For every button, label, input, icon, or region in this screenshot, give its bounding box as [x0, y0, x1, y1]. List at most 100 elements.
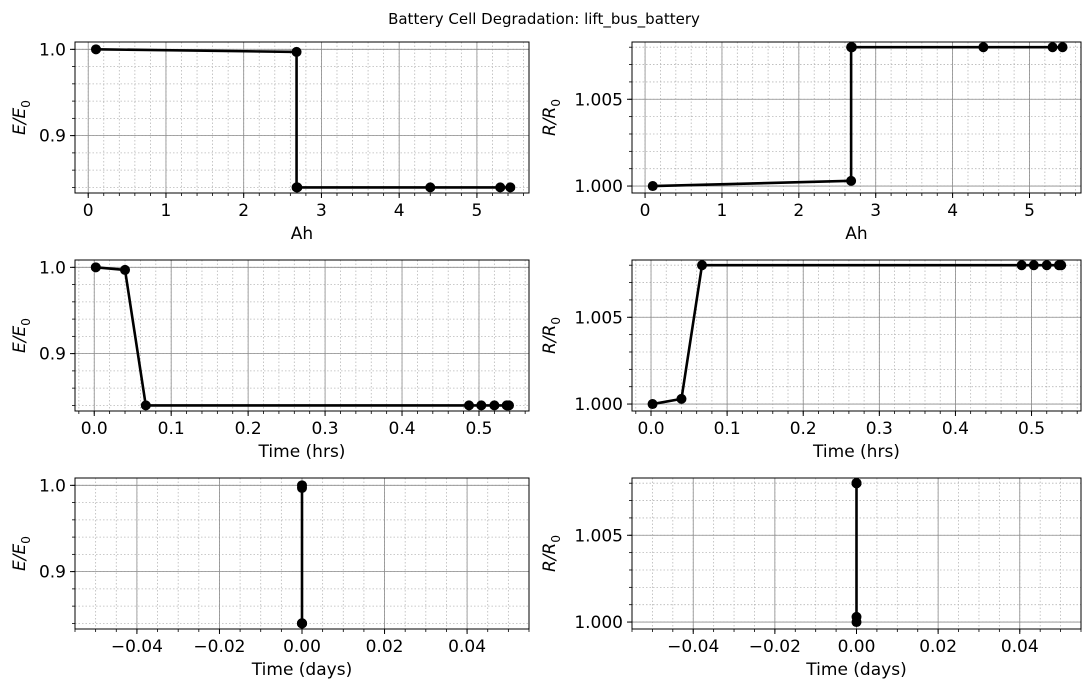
y-tick-label: 1.0 [39, 258, 66, 278]
x-tick-label: 5 [472, 201, 483, 221]
data-point [297, 482, 307, 493]
data-point [495, 182, 506, 193]
y-tick-label: 1.0 [39, 476, 66, 496]
data-point [676, 393, 687, 404]
x-tick-label: 0.00 [283, 637, 321, 657]
x-tick-label: 3 [870, 201, 881, 221]
data-point [297, 618, 307, 629]
y-tick-label: 1.000 [574, 177, 623, 197]
data-point [1028, 260, 1039, 271]
y-tick-label: 0.9 [39, 345, 66, 365]
x-tick-label: 0.1 [714, 419, 741, 439]
data-point [90, 44, 101, 55]
x-axis-label: Time (hrs) [258, 442, 346, 462]
axes-frame [74, 41, 530, 194]
x-tick-label: 0.1 [158, 419, 185, 439]
data-point [505, 182, 516, 193]
subplot-row2-right: 0.0 0.1 0.2 0.3 0.4 0.5 1.000 1.005 Time (hrs) R/… [540, 259, 1082, 462]
x-tick-label: 0.04 [1001, 637, 1039, 657]
x-tick-label: 0.2 [790, 419, 817, 439]
data-point [503, 400, 514, 411]
y-axis-label: R/R0 [540, 99, 563, 136]
data-point [1041, 260, 1052, 271]
data-point [1057, 42, 1068, 53]
y-tick-label: 1.005 [574, 526, 623, 546]
data-point [489, 400, 500, 411]
axes-frame [74, 259, 530, 412]
y-tick-label: 1.000 [574, 613, 623, 633]
x-tick-label: 0.0 [81, 419, 108, 439]
y-axis-label: R/R0 [540, 317, 563, 354]
y-axis-label: R/R0 [540, 535, 563, 572]
x-tick-label: 0.5 [465, 419, 492, 439]
data-point [846, 42, 857, 53]
data-point [1016, 260, 1027, 271]
data-point [292, 182, 303, 193]
x-tick-label: 0.4 [942, 419, 969, 439]
x-tick-label: 0.3 [866, 419, 893, 439]
data-point [697, 260, 708, 271]
data-point [647, 181, 658, 192]
subplot-row3-left: −0.04 −0.02 0.00 0.02 0.04 0.9 1.0 Time (days) E… [10, 476, 530, 680]
x-tick-label: 0.2 [235, 419, 262, 439]
data-point [463, 400, 474, 411]
axes-frame [631, 259, 1082, 412]
x-axis-label: Time (days) [805, 660, 906, 680]
data-point [291, 46, 302, 57]
x-tick-label: −0.04 [111, 637, 163, 657]
x-tick-label: 2 [238, 201, 249, 221]
subplot-grid: 0 1 2 3 4 5 0.9 1.0 Ah E/E0 0 1 2 3 4 5 1.000 1.005 Ah R/R0… [10, 40, 1082, 680]
subplot-row2-left: 0.0 0.1 0.2 0.3 0.4 0.5 0.9 1.0 Time (hrs) E/E0 [10, 258, 530, 462]
data-point [90, 262, 101, 273]
axes-frame [631, 477, 1082, 630]
x-axis-label: Time (days) [251, 660, 352, 680]
figure-title: Battery Cell Degradation: lift_bus_batte… [388, 10, 700, 29]
x-tick-label: 1 [161, 201, 172, 221]
y-tick-label: 1.0 [39, 40, 66, 60]
subplot-row1-right: 0 1 2 3 4 5 1.000 1.005 Ah R/R0 [540, 41, 1082, 244]
x-tick-label: 0.02 [919, 637, 957, 657]
data-point [1056, 260, 1067, 271]
y-tick-label: 0.9 [39, 127, 66, 147]
x-tick-label: 5 [1024, 201, 1035, 221]
axes-frame [631, 41, 1082, 194]
x-tick-label: 0 [640, 201, 651, 221]
data-point [476, 400, 487, 411]
y-tick-label: 0.9 [39, 563, 66, 583]
x-tick-label: 0.5 [1018, 419, 1045, 439]
subplot-row3-right: −0.04 −0.02 0.00 0.02 0.04 1.000 1.005 Time (da… [540, 477, 1082, 680]
subplot-row1-left: 0 1 2 3 4 5 0.9 1.0 Ah E/E0 [10, 40, 530, 244]
data-point [851, 478, 862, 489]
x-tick-label: 0.02 [366, 637, 404, 657]
data-point [120, 264, 131, 275]
x-tick-label: 0.00 [838, 637, 876, 657]
x-tick-label: 1 [717, 201, 728, 221]
x-axis-label: Ah [845, 224, 867, 244]
y-axis-label: E/E0 [10, 318, 33, 353]
data-point [140, 400, 151, 411]
data-point [1047, 42, 1058, 53]
data-point [978, 42, 989, 53]
x-tick-label: 0.0 [638, 419, 665, 439]
x-tick-label: 4 [394, 201, 405, 221]
x-tick-label: 4 [947, 201, 958, 221]
x-tick-label: 0.4 [389, 419, 416, 439]
y-tick-label: 1.005 [574, 90, 623, 110]
data-point [425, 182, 436, 193]
x-tick-label: 0 [83, 201, 94, 221]
x-tick-label: 0.3 [312, 419, 339, 439]
x-tick-label: −0.02 [193, 637, 245, 657]
x-tick-label: 2 [793, 201, 804, 221]
x-tick-label: −0.02 [749, 637, 801, 657]
y-axis-label: E/E0 [10, 100, 33, 135]
x-axis-label: Ah [291, 224, 313, 244]
x-tick-label: 3 [316, 201, 327, 221]
x-tick-label: 0.04 [448, 637, 486, 657]
data-point [851, 611, 862, 622]
y-tick-label: 1.005 [574, 308, 623, 328]
x-tick-label: −0.04 [667, 637, 719, 657]
data-point [647, 399, 658, 410]
axes-frame [74, 477, 530, 630]
y-tick-label: 1.000 [574, 395, 623, 415]
y-axis-label: E/E0 [10, 536, 33, 571]
